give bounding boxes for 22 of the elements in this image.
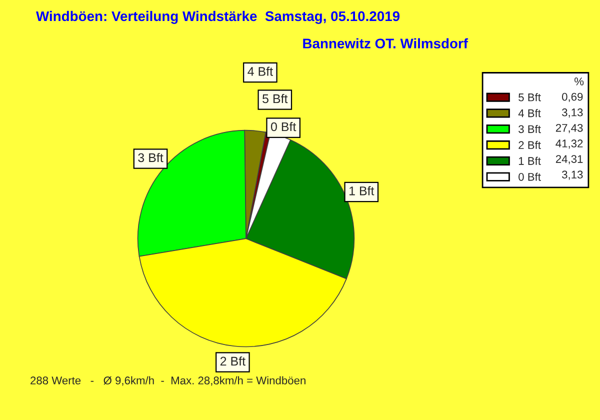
category-label: 4 Bft — [248, 66, 273, 76]
slice-label: 1 Bft — [349, 186, 374, 196]
slice-label: 5 Bft — [262, 94, 288, 104]
chart-subtitle: Bannewitz OT. Wilmsdorf — [303, 38, 468, 48]
data-label: 27,43 — [556, 124, 583, 134]
text: 288 Werte - Ø 9,6km/h - Max. 28,8km/h = Windböen — [30, 376, 306, 386]
data-label: 3,13 — [562, 170, 583, 180]
legend-label: 4 Bft — [518, 109, 541, 118]
legend-label: 3 Bft — [518, 124, 541, 134]
data-label: 0,69 — [562, 92, 583, 102]
slice-label: 2 Bft — [220, 356, 246, 366]
data-label: 3,13 — [562, 108, 583, 118]
legend-label: 5 Bft — [518, 93, 541, 102]
slice-label: 0 Bft — [270, 122, 296, 132]
chart-title: Windböen: Verteilung Windstärke Samstag, 05.10.2019 — [36, 10, 400, 24]
slice-label: 3 Bft — [138, 152, 164, 162]
data-label: 24,31 — [556, 155, 583, 164]
legend-label: 1 Bft — [518, 156, 541, 165]
data-label: 41,32 — [556, 140, 583, 149]
legend-label: 0 Bft — [518, 172, 541, 181]
legend-label: 2 Bft — [518, 140, 541, 149]
legend-title: % — [574, 78, 584, 86]
